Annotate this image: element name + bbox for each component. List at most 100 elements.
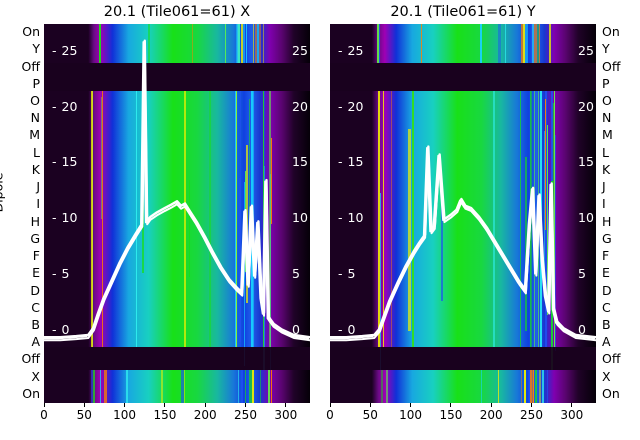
heatmap-streak [208, 90, 211, 348]
category-tick-label: I [602, 196, 606, 212]
heatmap-panel-y[interactable]: - 25 25 - 20 20 - 15 15 - 10 10 - 5 5 - 0 0 [330, 24, 596, 403]
category-tick-label: E [32, 265, 40, 281]
x-tick-label: 100 [399, 408, 423, 422]
heatmap-streak [101, 90, 104, 348]
category-tick-label: B [602, 316, 611, 332]
heatmap-streak [244, 369, 246, 403]
x-tick-mark [83, 403, 85, 407]
heatmap-streak [237, 24, 240, 63]
heatmap-streak [93, 369, 96, 403]
category-tick-label: Off [602, 351, 621, 367]
inner-tick-label: - 15 [338, 154, 364, 170]
heatmap-streak [268, 369, 270, 403]
inner-tick-label: 25 [292, 42, 308, 58]
category-tick-label: Off [21, 58, 40, 74]
heatmap-gap-band [330, 347, 596, 370]
inner-tick-label: 0 [578, 321, 586, 337]
category-tick-label: L [602, 144, 609, 160]
heatmap-streak [524, 369, 527, 403]
heatmap-streak [527, 369, 530, 403]
inner-tick-label: 0 [292, 321, 300, 337]
x-tick-mark [369, 403, 371, 407]
x-tick: 0 [24, 403, 64, 421]
colour-ramp [44, 369, 310, 403]
x-axis-panel-x: 0 50 100 150 200 250 300 [40, 403, 310, 433]
heatmap-streak [142, 113, 144, 273]
heatmap-streak [525, 24, 528, 63]
heatmap-streak [548, 24, 551, 63]
inner-tick-label: - 0 [52, 321, 70, 337]
x-tick: 150 [145, 403, 185, 421]
heatmap-streak [546, 124, 549, 316]
heatmap-streak [125, 369, 128, 403]
x-tick-label: 200 [479, 408, 503, 422]
category-axis-left: On Y Off P O N M L K J I H G F E D C B A Off X On [2, 24, 42, 403]
heatmap-streak [239, 90, 241, 348]
heatmap-streak [244, 171, 247, 273]
heatmap-panel-x[interactable]: - 25 25 - 20 20 - 15 15 - 10 10 - 5 5 - 0 0 [44, 24, 310, 403]
x-tick-mark [490, 403, 492, 407]
heatmap-streak [441, 188, 443, 302]
inner-tick-label: 20 [578, 98, 594, 114]
heatmap-streak [539, 90, 543, 348]
heatmap-streak [542, 369, 545, 403]
inner-tick-label: 15 [292, 154, 308, 170]
heatmap-streak [184, 90, 187, 348]
heatmap-streak [532, 24, 535, 63]
x-tick: 0 [310, 403, 350, 421]
heatmap-streak [240, 369, 243, 403]
inner-tick-label: - 5 [52, 265, 70, 281]
category-tick-label: A [31, 334, 40, 350]
heatmap-streak [521, 24, 524, 63]
heatmap-streak [99, 24, 102, 63]
inner-tick-label: 20 [292, 98, 308, 114]
heatmap-streak [408, 128, 411, 332]
category-tick-label: On [602, 24, 620, 40]
heatmap-streak [251, 90, 254, 348]
category-tick-label: L [33, 144, 40, 160]
heatmap-streak [104, 369, 107, 403]
category-tick-label: C [31, 299, 40, 315]
x-tick-mark [124, 403, 126, 407]
category-tick-label: On [22, 24, 40, 40]
x-tick-mark [410, 403, 412, 407]
category-tick-label: M [602, 127, 613, 143]
heatmap-bottom-strip [44, 369, 310, 403]
x-tick: 250 [512, 403, 552, 421]
x-tick-label: 200 [193, 408, 217, 422]
heatmap-streak [531, 369, 534, 403]
x-tick-mark [204, 403, 206, 407]
heatmap-streak [90, 369, 93, 403]
category-tick-label: M [29, 127, 40, 143]
x-tick: 300 [266, 403, 306, 421]
x-tick-label: 300 [560, 408, 584, 422]
heatmap-streak [498, 24, 501, 63]
colour-ramp [330, 369, 596, 403]
category-tick-label: Off [602, 58, 621, 74]
heatmap-streak [535, 24, 538, 63]
heatmap-streak [537, 90, 539, 348]
inner-tick-label: 10 [578, 210, 594, 226]
x-tick-label: 0 [326, 408, 334, 422]
heatmap-streak [539, 369, 542, 403]
heatmap-gap-band [330, 63, 596, 91]
heatmap-streak [533, 369, 535, 403]
heatmap-streak [497, 369, 499, 403]
category-tick-label: J [36, 179, 40, 195]
x-tick: 100 [391, 403, 431, 421]
category-tick-label: G [30, 230, 40, 246]
category-tick-label: P [32, 75, 40, 91]
x-tick-mark [450, 403, 452, 407]
heatmap-streak [533, 24, 536, 63]
x-tick-label: 250 [234, 408, 257, 422]
category-tick-label: F [602, 248, 610, 264]
heatmap-streak [270, 369, 272, 403]
x-tick: 250 [226, 403, 266, 421]
category-tick-label: D [30, 282, 40, 298]
heatmap-streak [504, 24, 506, 63]
heatmap-streak [160, 369, 164, 403]
inner-tick-label: - 20 [52, 98, 78, 114]
category-axis-right: On Y Off P O N M L K J I H G F E D C B A Off X On [600, 24, 640, 403]
heatmap-streak [245, 24, 247, 63]
heatmap-streak [520, 90, 522, 348]
